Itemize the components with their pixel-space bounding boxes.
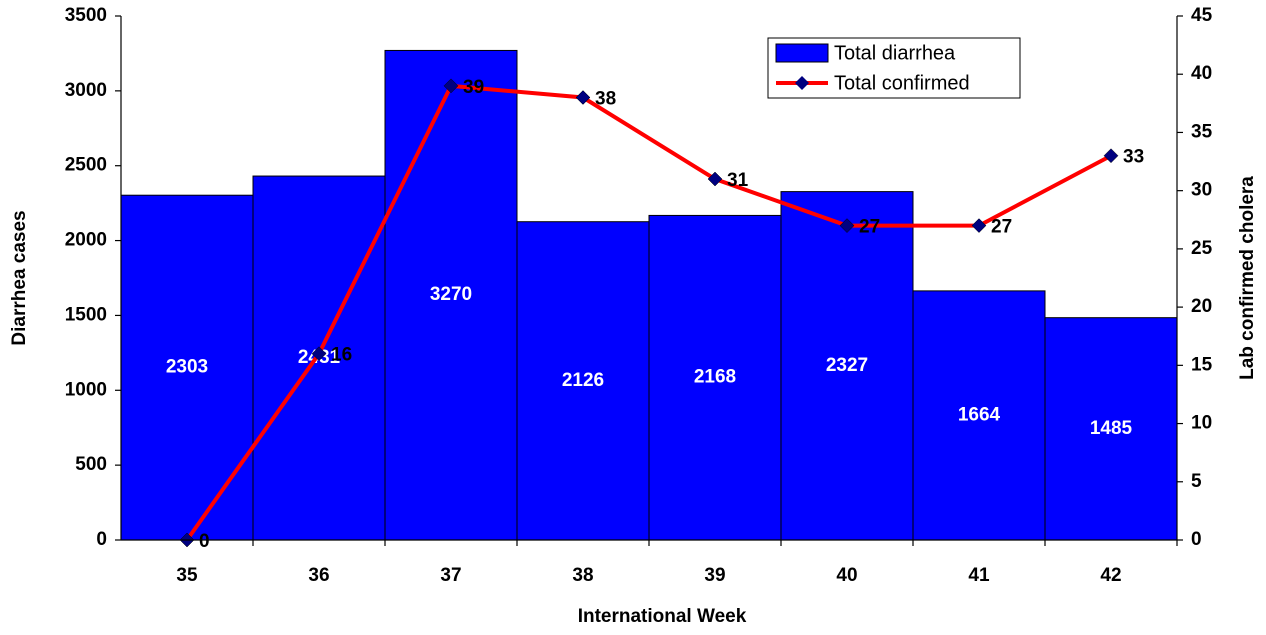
bar: [912, 290, 1046, 541]
bar-value-label: 2126: [562, 370, 604, 391]
line-value-label: 39: [463, 77, 484, 98]
marker: [443, 78, 459, 94]
y-tick-label: 0: [96, 529, 107, 550]
line-value-label: 31: [727, 170, 749, 191]
x-tick-label: 39: [704, 565, 725, 586]
x-tick-label: 40: [836, 565, 857, 586]
line-value-label: 27: [859, 217, 880, 238]
y-tick-label: 3000: [65, 80, 107, 101]
marker: [1103, 148, 1119, 164]
y-tick-label: 1500: [65, 304, 107, 325]
marker: [311, 346, 327, 362]
y2-tick-label: 20: [1191, 296, 1212, 317]
x-tick-label: 41: [968, 565, 990, 586]
bar-value-label: 1664: [958, 404, 1001, 425]
legend-swatch: [775, 43, 829, 63]
y2-tick-label: 15: [1191, 354, 1213, 375]
marker: [971, 218, 987, 233]
y-tick-label: 2500: [65, 155, 107, 176]
y2-tick-label: 5: [1191, 471, 1202, 492]
line-value-label: 0: [199, 531, 210, 552]
legend-label: Total confirmed: [834, 72, 970, 94]
y2-tick-label: 40: [1191, 63, 1212, 84]
x-tick-label: 36: [308, 565, 329, 586]
legend-label: Total diarrhea: [834, 42, 956, 64]
line-value-label: 38: [595, 89, 616, 110]
bar-value-label: 2168: [694, 367, 736, 388]
bar: [516, 221, 650, 541]
y2-tick-label: 30: [1191, 180, 1212, 201]
x-axis-title: International Week: [578, 606, 747, 627]
bar: [120, 194, 254, 541]
line-value-label: 16: [331, 345, 352, 366]
marker: [707, 171, 723, 187]
x-tick-label: 37: [440, 565, 461, 586]
line: [185, 83, 1112, 542]
y-axis-title: Diarrhea cases: [9, 210, 30, 345]
marker: [575, 90, 591, 105]
bar: [648, 214, 782, 541]
y2-tick-label: 0: [1191, 529, 1202, 550]
legend-marker: [795, 76, 809, 90]
bar: [1044, 317, 1178, 541]
y2-tick-label: 10: [1191, 413, 1212, 434]
y-tick-label: 1000: [65, 379, 107, 400]
x-tick-label: 38: [572, 565, 593, 586]
bar-value-label: 3270: [430, 284, 472, 305]
marker: [839, 218, 855, 233]
y-tick-label: 2000: [65, 230, 107, 251]
bar: [780, 191, 914, 541]
x-tick-label: 35: [176, 565, 198, 586]
bar-value-label: 1485: [1090, 418, 1133, 439]
y2-tick-label: 45: [1191, 5, 1213, 26]
line-value-label: 27: [991, 217, 1012, 238]
bar-value-label: 2327: [826, 355, 868, 376]
y2-axis-title: Lab confirmed cholera: [1237, 176, 1258, 380]
y2-tick-label: 25: [1191, 238, 1213, 259]
bar-value-label: 2303: [166, 357, 208, 378]
x-tick-label: 42: [1100, 565, 1121, 586]
y2-tick-label: 35: [1191, 121, 1213, 142]
y-tick-label: 500: [75, 454, 107, 475]
y-tick-label: 3500: [65, 5, 107, 26]
line-value-label: 33: [1123, 147, 1144, 168]
